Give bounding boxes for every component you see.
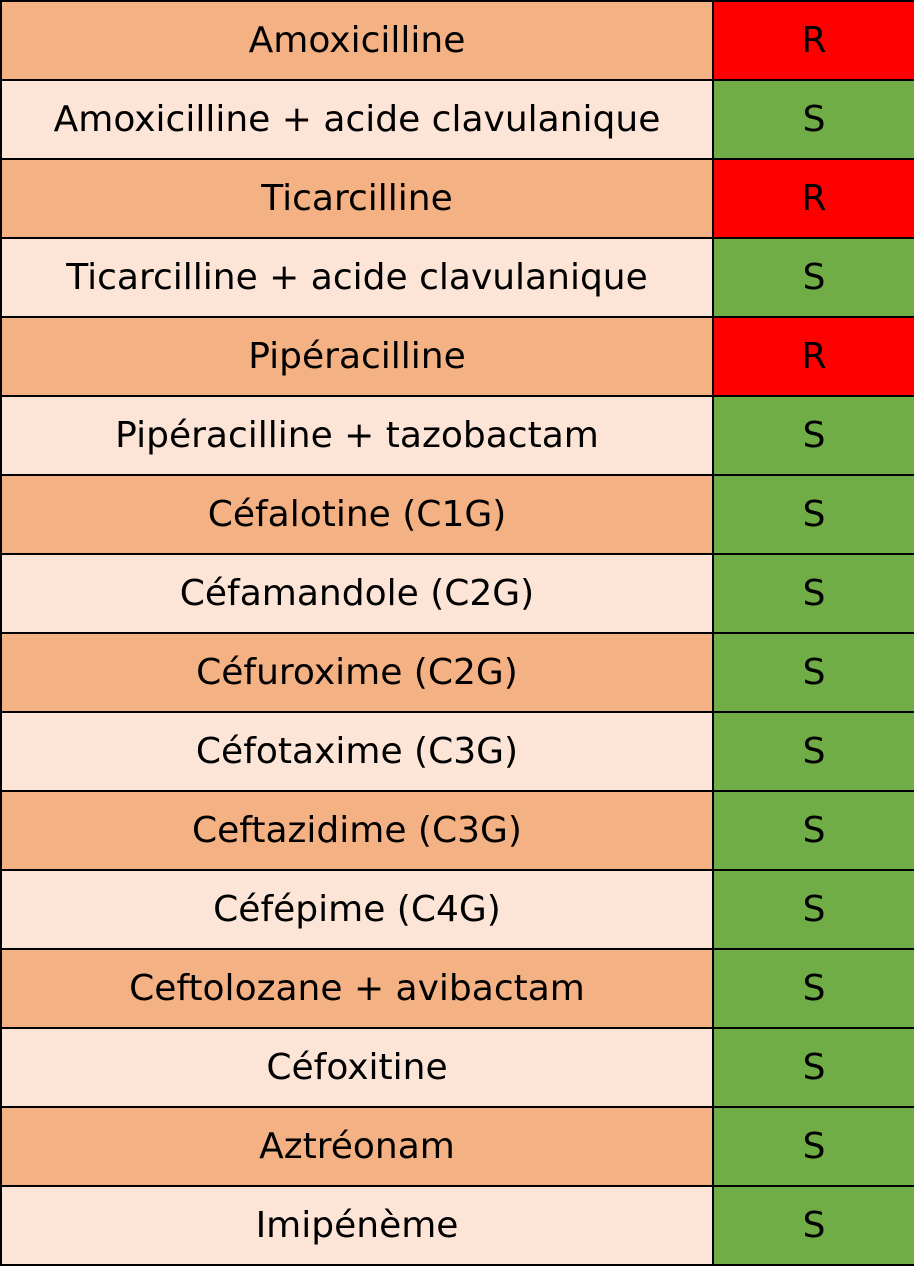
susceptibility-result-cell: S <box>712 711 914 792</box>
table-row: Ceftolozane + avibactam S <box>0 948 914 1029</box>
susceptibility-result-cell: S <box>712 1106 914 1187</box>
susceptibility-result-cell: S <box>712 1027 914 1108</box>
susceptibility-result-cell: R <box>712 316 914 397</box>
antibiotic-name-cell: Céfalotine (C1G) <box>0 474 714 555</box>
susceptibility-result-cell: S <box>712 869 914 950</box>
table-row: Amoxicilline + acide clavulanique S <box>0 79 914 160</box>
susceptibility-result-cell: S <box>712 79 914 160</box>
antibiotic-name-cell: Imipénème <box>0 1185 714 1266</box>
table-row: Ticarcilline + acide clavulanique S <box>0 237 914 318</box>
susceptibility-result-cell: S <box>712 474 914 555</box>
susceptibility-result-cell: S <box>712 790 914 871</box>
antibiotic-name-cell: Pipéracilline <box>0 316 714 397</box>
susceptibility-result-cell: R <box>712 158 914 239</box>
antibiotic-name-cell: Aztréonam <box>0 1106 714 1187</box>
table-row: Amoxicilline R <box>0 0 914 81</box>
antibiotic-name-cell: Céfotaxime (C3G) <box>0 711 714 792</box>
antibiotic-name-cell: Ceftolozane + avibactam <box>0 948 714 1029</box>
table-row: Céfuroxime (C2G) S <box>0 632 914 713</box>
table-row: Ceftazidime (C3G) S <box>0 790 914 871</box>
table-row: Céfalotine (C1G) S <box>0 474 914 555</box>
table-row: Céfamandole (C2G) S <box>0 553 914 634</box>
susceptibility-result-cell: S <box>712 948 914 1029</box>
antibiotic-name-cell: Ticarcilline + acide clavulanique <box>0 237 714 318</box>
susceptibility-result-cell: S <box>712 553 914 634</box>
table-row: Ticarcilline R <box>0 158 914 239</box>
table-row: Pipéracilline R <box>0 316 914 397</box>
table-row: Céfoxitine S <box>0 1027 914 1108</box>
table-row: Céfépime (C4G) S <box>0 869 914 950</box>
susceptibility-result-cell: S <box>712 395 914 476</box>
table-row: Céfotaxime (C3G) S <box>0 711 914 792</box>
antibiotic-name-cell: Céfuroxime (C2G) <box>0 632 714 713</box>
table-row: Pipéracilline + tazobactam S <box>0 395 914 476</box>
antibiotic-name-cell: Amoxicilline <box>0 0 714 81</box>
antibiotic-name-cell: Céfoxitine <box>0 1027 714 1108</box>
antibiotic-name-cell: Pipéracilline + tazobactam <box>0 395 714 476</box>
antibiotic-name-cell: Amoxicilline + acide clavulanique <box>0 79 714 160</box>
antibiotic-name-cell: Céfamandole (C2G) <box>0 553 714 634</box>
susceptibility-result-cell: S <box>712 1185 914 1266</box>
table-row: Aztréonam S <box>0 1106 914 1187</box>
antibiotic-name-cell: Ceftazidime (C3G) <box>0 790 714 871</box>
susceptibility-result-cell: R <box>712 0 914 81</box>
susceptibility-result-cell: S <box>712 237 914 318</box>
susceptibility-result-cell: S <box>712 632 914 713</box>
table-row: Imipénème S <box>0 1185 914 1266</box>
antibiotic-name-cell: Ticarcilline <box>0 158 714 239</box>
antibiotic-name-cell: Céfépime (C4G) <box>0 869 714 950</box>
